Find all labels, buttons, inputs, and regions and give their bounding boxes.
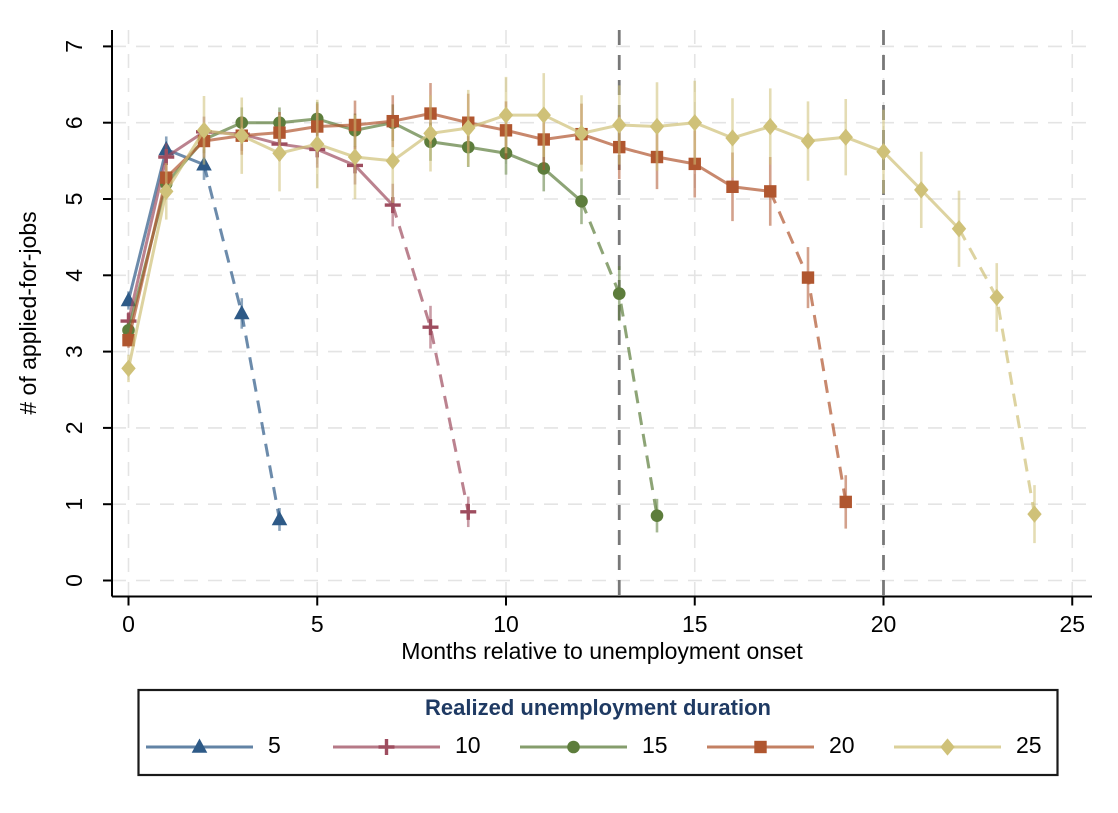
y-tick-label: 5 [61,193,87,206]
legend-entry-label: 15 [642,732,668,758]
marker-diamond [574,124,589,142]
legend-entry-10: 10 [333,732,481,758]
legend-entry-20: 20 [707,732,855,758]
marker-diamond [876,143,891,161]
series-line-solid [127,130,394,322]
y-tick-label: 7 [61,40,87,53]
x-axis-title: Months relative to unemployment onset [401,638,803,664]
marker-diamond [1027,505,1042,523]
legend-box [137,688,1059,777]
marker-diamond [763,117,778,136]
marker-diamond [687,114,702,132]
marker-diamond [536,106,551,124]
y-tick-label: 6 [61,116,87,129]
marker-diamond [800,132,816,150]
marker-square [839,495,852,509]
marker-diamond [272,144,287,162]
x-tick-label: 10 [493,611,519,637]
marker-diamond [310,135,325,153]
series-line-dashed [391,204,470,513]
legend-entries: 5 10 15 20 25 [146,732,1042,758]
marker-diamond [196,121,212,139]
marker-diamond [461,119,476,137]
marker-circle [612,287,626,300]
marker-diamond [940,738,955,756]
marker-diamond [989,288,1004,307]
y-tick-label: 3 [61,345,87,358]
series-line-dashed [202,164,281,520]
marker-square [726,180,739,193]
marker-triangle [191,738,208,753]
marker-diamond [612,116,627,134]
y-axis-title: # of applied-for-jobs [15,211,41,414]
marker-diamond [498,106,514,124]
legend-entry-5: 5 [146,732,281,758]
x-tick-label: 5 [311,611,324,637]
marker-diamond [649,117,665,136]
x-tick-label: 15 [682,611,708,637]
legend-entry-label: 5 [268,732,281,758]
series-line-solid [127,112,771,341]
marker-plus [378,739,395,755]
legend-entry-label: 10 [455,732,481,758]
legend-entry-15: 15 [520,732,668,758]
marker-diamond [838,128,853,146]
marker-plus [460,503,477,520]
series-5 [120,136,288,531]
series-layer [120,73,1042,544]
marker-square [801,271,815,284]
y-tick-label: 4 [61,269,87,282]
marker-diamond [725,129,740,147]
marker-diamond [385,152,400,170]
marker-diamond [347,148,363,166]
legend-entry-label: 20 [829,732,855,758]
marker-triangle [233,304,250,320]
legend: Realized unemployment duration 5 10 15 20 25 [137,688,1059,777]
marker-plus [422,319,439,336]
marker-square [754,740,767,754]
x-tick-label: 0 [122,611,135,637]
marker-triangle [271,510,288,526]
legend-entry-label: 25 [1016,732,1042,758]
marker-plus [158,149,175,166]
x-tick-label: 25 [1059,611,1085,637]
marker-circle [567,740,580,754]
y-tick-label: 2 [61,422,87,435]
legend-entry-25: 25 [894,732,1042,758]
marker-square [764,185,777,198]
marker-circle [650,509,664,522]
y-tick-label: 0 [61,574,87,587]
series-25 [121,73,1042,544]
marker-diamond [951,220,967,238]
grid-layer [112,30,1092,597]
marker-diamond [914,181,929,199]
x-tick-label: 20 [871,611,897,637]
marker-diamond [159,182,174,200]
marker-square [122,333,135,347]
marker-diamond [234,127,249,145]
y-tick-label: 1 [61,498,87,511]
marker-circle [575,194,588,208]
marker-diamond [423,124,438,142]
legend-title: Realized unemployment duration [425,695,771,720]
series-line-dashed [768,190,848,503]
axes: 0 5 10 15 20 25 0 1 2 3 4 5 6 7 [61,30,1092,637]
marker-diamond [121,359,136,377]
